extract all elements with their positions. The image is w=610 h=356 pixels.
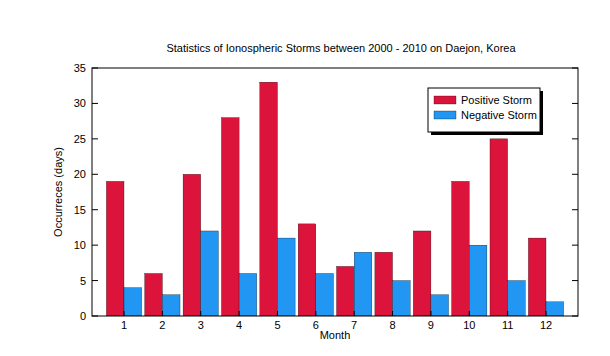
x-tick-label: 2 [159,319,165,331]
bar [546,302,564,316]
y-tick [92,209,98,210]
x-tick [124,311,125,316]
bar [508,281,526,316]
x-tick-label: 12 [540,319,552,331]
bar [469,245,487,316]
y-tick [92,68,98,69]
x-tick-label: 3 [198,319,204,331]
legend-label: Negative Storm [461,109,537,121]
x-tick [392,311,393,316]
bar [431,295,449,316]
x-tick-label: 7 [351,319,357,331]
y-tick [92,103,98,104]
y-tick-label: 0 [80,310,86,322]
y-tick-right [572,103,578,104]
y-tick-label: 10 [74,239,86,251]
bar [393,281,411,316]
x-axis-label: Month [320,329,351,341]
x-tick [162,311,163,316]
y-tick-label: 35 [74,62,86,74]
x-tick [507,311,508,316]
bar [452,181,470,316]
y-tick-label: 25 [74,133,86,145]
x-tick-label: 10 [463,319,475,331]
y-tick-label: 30 [74,97,86,109]
x-tick [430,311,431,316]
bar [145,273,163,316]
x-tick [469,311,470,316]
bar [239,273,257,316]
title: Statistics of Ionospheric Storms between… [166,42,516,54]
bar [183,174,201,316]
x-tick-label: 11 [502,319,513,331]
y-tick-right [572,138,578,139]
y-tick [92,316,98,317]
bar [337,266,355,316]
y-tick [92,138,98,139]
bar [375,252,393,316]
y-tick [92,174,98,175]
x-tick [315,311,316,316]
x-tick-label: 6 [313,319,319,331]
legend-swatch [434,96,456,104]
bar [490,139,508,316]
bar [354,252,372,316]
plot-frame [92,68,578,316]
x-tick-label: 5 [274,319,280,331]
x-tick-label: 8 [389,319,395,331]
legend: Positive Storm Negative Storm [428,88,543,135]
bar [277,238,295,316]
chart: Statistics of Ionospheric Storms between… [0,0,610,356]
legend-label: Positive Storm [461,94,532,106]
x-tick [546,311,547,316]
x-tick-label: 4 [236,319,242,331]
x-tick [277,311,278,316]
bar [316,273,334,316]
y-axis-label: Occurreces (days) [52,147,64,237]
bar [298,224,316,316]
y-tick-right [572,316,578,317]
x-tick [200,311,201,316]
bar [221,118,239,316]
x-tick-label: 9 [428,319,434,331]
y-tick-label: 15 [74,204,86,216]
y-tick-right [572,174,578,175]
bar [528,238,546,316]
y-tick [92,280,98,281]
y-tick-label: 20 [74,168,86,180]
y-tick-right [572,209,578,210]
y-tick-right [572,68,578,69]
bar [413,231,431,316]
bar [260,82,278,316]
y-tick [92,245,98,246]
y-tick-label: 5 [80,275,86,287]
y-tick-right [572,245,578,246]
bar [201,231,219,316]
bar [124,288,142,316]
legend-box [428,88,540,132]
x-tick-label: 1 [121,319,127,331]
x-tick [239,311,240,316]
bar [106,181,124,316]
legend-swatch [434,111,456,119]
y-tick-right [572,280,578,281]
bar [162,295,180,316]
x-tick [354,311,355,316]
bars [106,82,563,316]
